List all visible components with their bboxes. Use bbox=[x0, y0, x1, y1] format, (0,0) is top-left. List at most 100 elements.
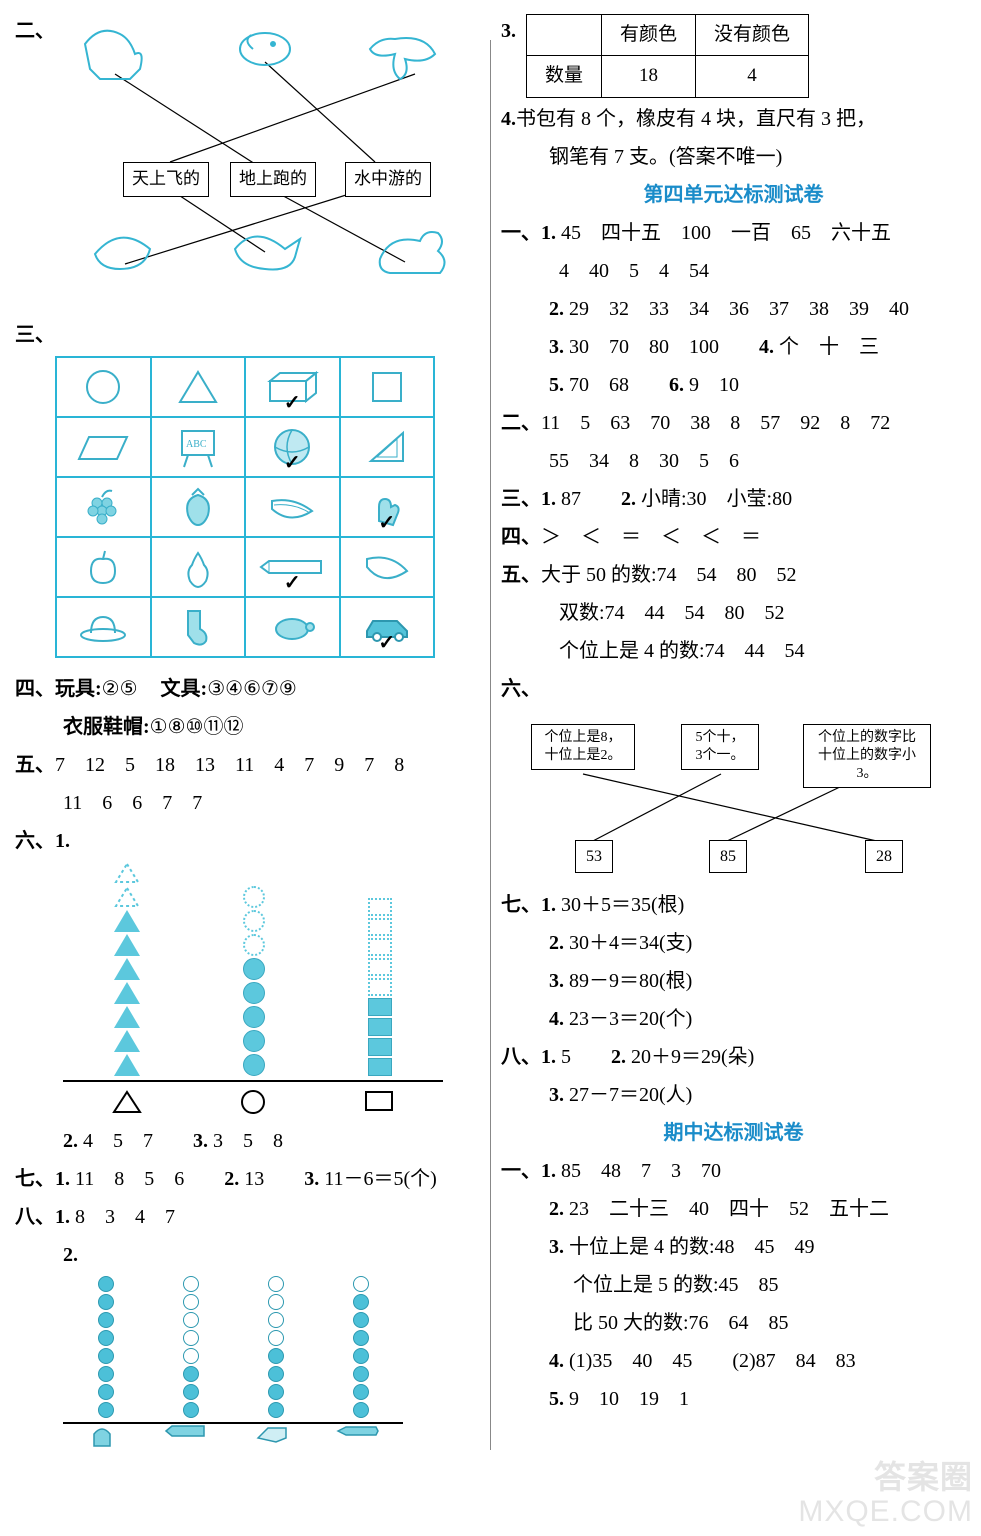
pencil-icon: ✓ bbox=[246, 538, 341, 596]
socks-icon bbox=[152, 598, 247, 656]
table-row: 有颜色 没有颜色 bbox=[527, 15, 809, 56]
q6-label-text: 六、1. bbox=[15, 830, 70, 852]
m1-l7: 5. 9 10 19 1 bbox=[501, 1382, 966, 1416]
tally-col bbox=[98, 1276, 114, 1418]
box-2: 5个十，3个一。 bbox=[681, 724, 759, 770]
triangle-outline-icon bbox=[110, 1088, 144, 1116]
td-label: 数量 bbox=[527, 56, 602, 97]
pen-icon bbox=[336, 1424, 380, 1438]
tally-col bbox=[183, 1276, 199, 1418]
strawberry-icon bbox=[152, 478, 247, 536]
column-divider bbox=[490, 40, 491, 1450]
u4-1-l5: 5. 70 68 6. 9 10 bbox=[501, 368, 966, 402]
abc-board-icon: ABC bbox=[152, 418, 247, 476]
th-blank bbox=[527, 15, 602, 56]
u4-2-l2: 55 34 8 30 5 6 bbox=[501, 444, 966, 478]
check-icon: ✓ bbox=[284, 386, 301, 420]
r4-l1: 4.书包有 8 个，橡皮有 4 块，直尺有 3 把， bbox=[501, 102, 966, 136]
table-row: ✓ bbox=[57, 478, 433, 538]
apple-icon bbox=[57, 538, 152, 596]
u4-1-label: 一、 bbox=[501, 222, 541, 244]
u4-5-label: 五、 bbox=[501, 564, 541, 586]
q2-row: 二、 bbox=[15, 14, 480, 314]
q5-label: 五、 bbox=[15, 754, 55, 776]
u4-5-l3: 个位上是 4 的数:74 44 54 bbox=[501, 634, 966, 668]
q8-l2-label: 2. bbox=[63, 1244, 78, 1266]
q8-label: 八、 bbox=[15, 1206, 55, 1228]
tally-legend bbox=[63, 1424, 403, 1450]
u4-1-l2: 4 40 5 4 54 bbox=[501, 254, 966, 288]
shape-circle-icon bbox=[57, 358, 152, 416]
r4-text: 书包有 8 个，橡皮有 4 块，直尺有 3 把， bbox=[516, 108, 876, 130]
box-3: 个位上的数字比十位上的数字小3。 bbox=[803, 724, 931, 789]
box-1: 个位上是8，十位上是2。 bbox=[531, 724, 635, 770]
u4-2-t1: 11 5 63 70 38 8 57 92 8 72 bbox=[541, 412, 890, 434]
q6-l3: 3 5 8 bbox=[208, 1130, 283, 1152]
num-85: 85 bbox=[709, 840, 747, 873]
u4-8-label: 八、 bbox=[501, 1046, 541, 1068]
match-diagram: 天上飞的 地上跑的 水中游的 bbox=[55, 14, 475, 314]
q4-line2: 衣服鞋帽:①⑧⑩⑪⑫ bbox=[15, 710, 480, 744]
q2-label: 二、 bbox=[15, 14, 55, 314]
tally-col bbox=[268, 1276, 284, 1418]
q3-row: 三、 bbox=[15, 318, 480, 352]
th-color: 有颜色 bbox=[602, 15, 696, 56]
r4-l2: 钢笔有 7 支。(答案不唯一) bbox=[501, 140, 966, 174]
shape-square-icon bbox=[341, 358, 434, 416]
u4-7-l4: 4. 23－3＝20(个) bbox=[501, 1002, 966, 1036]
q3-label: 三、 bbox=[15, 318, 55, 352]
u4-4-text: ＞ ＜ ＝ ＜ ＜ ＝ bbox=[541, 526, 761, 548]
td-v1: 18 bbox=[602, 56, 696, 97]
q7-label: 七、 bbox=[15, 1168, 55, 1190]
q8-line1: 八、1. 8 3 4 7 bbox=[15, 1200, 480, 1234]
u4-6-match: 个位上是8，十位上是2。 5个十，3个一。 个位上的数字比十位上的数字小3。 5… bbox=[511, 710, 951, 880]
u4-1-l1: 一、1. 45 四十五 100 一百 65 六十五 bbox=[501, 216, 966, 250]
u4-7-label: 七、 bbox=[501, 894, 541, 916]
right-column: 3. 有颜色 没有颜色 数量 18 4 4.书包有 8 个，橡皮有 4 块，直尺… bbox=[501, 10, 966, 1450]
u4-6-lbl: 六、 bbox=[501, 678, 541, 700]
u4-7-l1: 七、1. 30＋5＝35(根) bbox=[501, 888, 966, 922]
table-row: ✓ bbox=[57, 598, 433, 656]
circle-outline-icon bbox=[238, 1088, 268, 1116]
watermark: 答案圈 MXQE.COM bbox=[798, 1460, 973, 1528]
bag-icon bbox=[86, 1424, 118, 1450]
pear-icon bbox=[152, 538, 247, 596]
color-table: 有颜色 没有颜色 数量 18 4 bbox=[526, 14, 809, 98]
r3: 3. 有颜色 没有颜色 数量 18 4 bbox=[501, 14, 966, 98]
th-nocolor: 没有颜色 bbox=[696, 15, 809, 56]
unit4-title: 第四单元达标测试卷 bbox=[501, 178, 966, 212]
q7: 七、1. 11 8 5 6 2. 13 3. 11－6＝5(个) bbox=[15, 1162, 480, 1196]
banana-icon bbox=[341, 538, 434, 596]
q5-line2: 11 6 6 7 7 bbox=[15, 786, 480, 820]
cat-swim: 水中游的 bbox=[345, 162, 431, 197]
q5-line1: 五、7 12 5 18 13 11 4 7 9 7 8 bbox=[15, 748, 480, 782]
q4-vals1b: ③④⑥⑦⑨ bbox=[207, 678, 297, 700]
u4-3: 三、1. 87 2. 小晴:30 小莹:80 bbox=[501, 482, 966, 516]
q4-line1: 四、玩具:②⑤ 文具:③④⑥⑦⑨ bbox=[15, 672, 480, 706]
r4-label: 4. bbox=[501, 108, 516, 130]
u4-2-label: 二、 bbox=[501, 412, 541, 434]
check-icon: ✓ bbox=[284, 566, 301, 600]
num-53: 53 bbox=[575, 840, 613, 873]
m1-l6: 4. (1)35 40 45 (2)87 84 83 bbox=[501, 1344, 966, 1378]
q4-label1: 四、玩具: bbox=[15, 678, 102, 700]
m1-l5: 比 50 大的数:76 64 85 bbox=[501, 1306, 966, 1340]
hand-icon: ✓ bbox=[341, 478, 434, 536]
q6-label: 六、1. bbox=[15, 824, 480, 858]
m1-l4: 个位上是 5 的数:45 85 bbox=[501, 1268, 966, 1302]
table-row: ABC ✓ bbox=[57, 418, 433, 478]
hat-icon bbox=[57, 598, 152, 656]
m1-label: 一、 bbox=[501, 1160, 541, 1182]
u4-1-l3: 2. 29 32 33 34 36 37 38 39 40 bbox=[501, 292, 966, 326]
u4-7-l3: 3. 89－9＝80(根) bbox=[501, 964, 966, 998]
u4-2-l1: 二、11 5 63 70 38 8 57 92 8 72 bbox=[501, 406, 966, 440]
check-icon: ✓ bbox=[378, 506, 395, 540]
q4-vals2: ①⑧⑩⑪⑫ bbox=[150, 716, 244, 738]
u4-6-label: 六、 bbox=[501, 672, 966, 706]
table-row: ✓ bbox=[57, 358, 433, 418]
tally-col bbox=[353, 1276, 369, 1418]
bananas-icon bbox=[246, 478, 341, 536]
u4-8-l2: 3. 27－7＝20(人) bbox=[501, 1078, 966, 1112]
cat-run: 地上跑的 bbox=[230, 162, 316, 197]
q3-grid: ✓ ABC ✓ ✓ ✓ ✓ bbox=[55, 356, 435, 658]
